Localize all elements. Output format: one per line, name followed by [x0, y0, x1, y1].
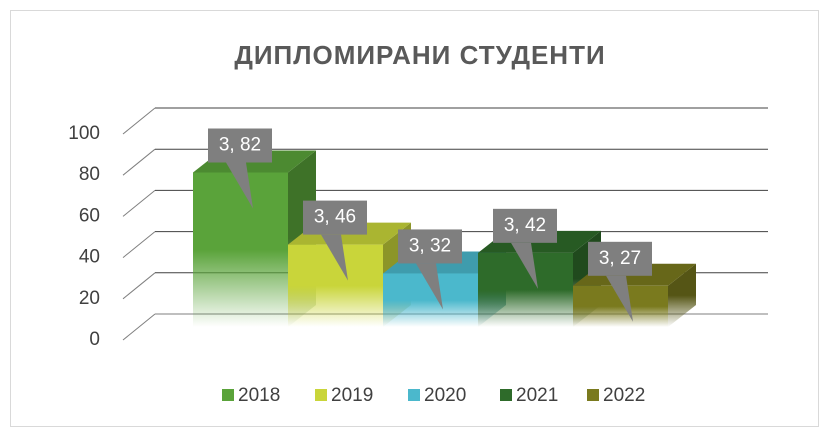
y-tick-label: 80	[79, 164, 100, 185]
legend-swatch	[315, 389, 327, 401]
legend-label: 2021	[516, 385, 558, 406]
grid-line	[122, 148, 156, 176]
legend-swatch	[222, 389, 234, 401]
legend-label: 2020	[424, 385, 466, 406]
callout-tail	[321, 234, 348, 281]
data-label: 3, 82	[219, 135, 261, 156]
y-tick-label: 60	[79, 205, 100, 226]
legend-label: 2019	[331, 385, 373, 406]
chart-title: ДИПЛОМИРАНИ СТУДЕНТИ	[234, 40, 605, 70]
y-tick-label: 100	[68, 123, 100, 144]
callout-tail	[511, 242, 538, 289]
legend-swatch	[408, 389, 420, 401]
data-label: 3, 46	[314, 207, 356, 228]
legend-swatch	[587, 389, 599, 401]
grid-line	[122, 272, 156, 300]
data-label: 3, 27	[599, 248, 641, 269]
y-tick-label: 20	[79, 288, 100, 309]
grid-line	[122, 190, 156, 217]
callout-box	[588, 241, 652, 276]
callout-tail	[606, 275, 633, 322]
bar-side	[668, 263, 696, 327]
data-label: 3, 42	[504, 215, 546, 236]
callout-tail	[416, 263, 443, 310]
callout-box	[398, 229, 462, 264]
bar	[193, 172, 288, 327]
grid-line	[122, 231, 156, 258]
callout-box	[493, 208, 557, 243]
callout-box	[208, 128, 272, 163]
callout-box	[303, 200, 367, 235]
legend-label: 2022	[603, 385, 645, 406]
data-label: 3, 32	[409, 235, 451, 256]
callout-tail	[226, 162, 253, 209]
grid-line	[122, 107, 156, 135]
chart-frame	[10, 10, 819, 427]
legend-label: 2018	[238, 385, 280, 406]
grid-line	[122, 313, 156, 341]
y-tick-label: 0	[89, 329, 100, 350]
y-tick-label: 40	[79, 247, 100, 268]
legend-swatch	[500, 389, 512, 401]
